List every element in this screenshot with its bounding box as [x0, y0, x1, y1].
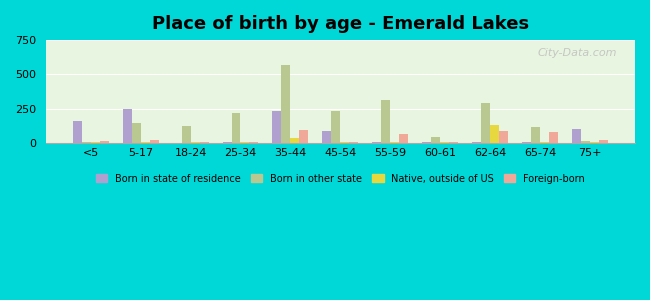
Bar — [181, 126, 190, 143]
Bar — [99, 141, 109, 143]
Bar — [599, 140, 608, 143]
Bar — [123, 110, 131, 143]
Bar — [372, 142, 382, 143]
Bar — [322, 130, 332, 143]
Bar — [190, 142, 200, 143]
Bar — [82, 142, 90, 143]
Bar — [440, 142, 449, 143]
Bar — [332, 111, 341, 143]
Bar — [572, 129, 581, 143]
Bar — [150, 140, 159, 143]
Bar — [250, 142, 259, 143]
Bar — [131, 123, 140, 143]
Bar — [590, 142, 599, 143]
Bar — [350, 142, 358, 143]
Bar — [531, 127, 540, 143]
Bar — [481, 103, 490, 143]
Bar — [473, 142, 481, 143]
Bar — [523, 142, 531, 143]
Bar — [399, 134, 408, 143]
Bar — [272, 111, 281, 143]
Bar — [200, 142, 209, 143]
Bar — [90, 142, 99, 143]
Bar — [382, 100, 391, 143]
Title: Place of birth by age - Emerald Lakes: Place of birth by age - Emerald Lakes — [152, 15, 529, 33]
Bar — [499, 130, 508, 143]
Bar — [240, 142, 250, 143]
Bar — [432, 137, 440, 143]
Bar — [391, 142, 399, 143]
Bar — [549, 132, 558, 143]
Bar — [540, 142, 549, 143]
Bar — [73, 121, 82, 143]
Text: City-Data.com: City-Data.com — [538, 48, 618, 58]
Bar — [581, 141, 590, 143]
Bar — [300, 130, 309, 143]
Bar — [422, 142, 432, 143]
Bar — [490, 125, 499, 143]
Legend: Born in state of residence, Born in other state, Native, outside of US, Foreign-: Born in state of residence, Born in othe… — [92, 170, 589, 188]
Bar — [341, 142, 350, 143]
Bar — [222, 142, 231, 143]
Bar — [140, 142, 150, 143]
Bar — [231, 113, 240, 143]
Bar — [449, 142, 458, 143]
Bar — [291, 138, 300, 143]
Bar — [281, 65, 291, 143]
